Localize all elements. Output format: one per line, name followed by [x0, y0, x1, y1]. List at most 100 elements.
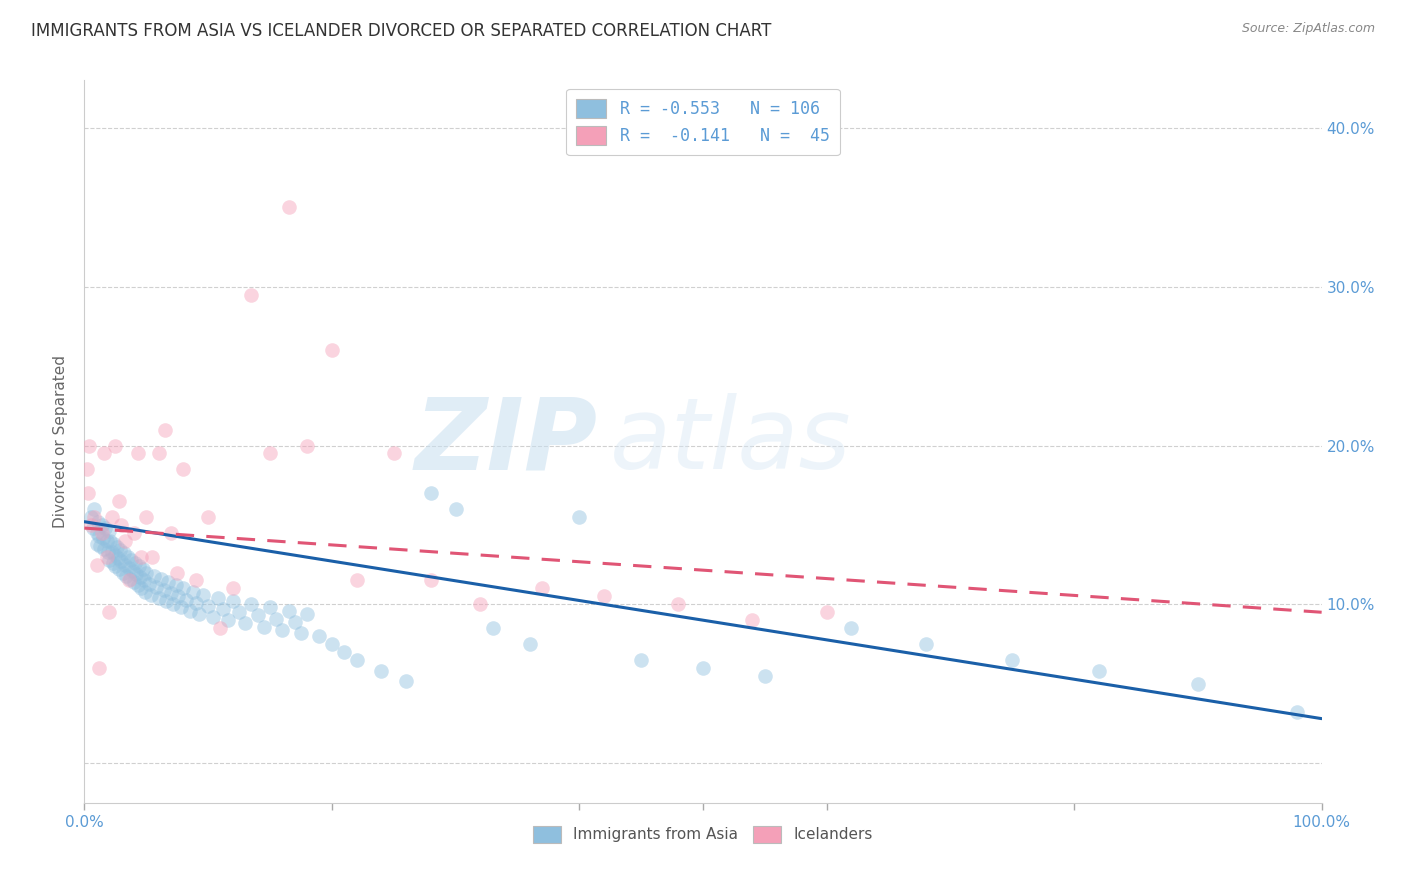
Point: [174, 592, 197, 607]
Point: [170, 600, 193, 615]
Point: [346, 574, 368, 588]
Point: [346, 653, 368, 667]
Point: [240, 597, 263, 611]
Point: [90, 517, 112, 532]
Point: [914, 637, 936, 651]
Point: [115, 568, 138, 582]
Point: [197, 599, 219, 613]
Point: [118, 574, 141, 588]
Point: [131, 562, 153, 576]
Point: [100, 510, 122, 524]
Point: [91, 531, 114, 545]
Point: [83, 510, 105, 524]
Point: [108, 494, 131, 508]
Legend: Immigrants from Asia, Icelanders: Immigrants from Asia, Icelanders: [527, 820, 879, 849]
Point: [97, 545, 120, 559]
Point: [89, 539, 111, 553]
Point: [100, 545, 122, 559]
Point: [321, 343, 343, 358]
Point: [160, 525, 183, 540]
Point: [166, 566, 188, 580]
Point: [94, 521, 117, 535]
Point: [184, 596, 207, 610]
Point: [1187, 676, 1209, 690]
Point: [370, 664, 392, 678]
Point: [209, 621, 232, 635]
Point: [481, 621, 503, 635]
Point: [815, 605, 838, 619]
Point: [141, 549, 163, 564]
Point: [222, 594, 245, 608]
Point: [150, 572, 173, 586]
Point: [83, 502, 105, 516]
Point: [666, 597, 689, 611]
Point: [290, 626, 312, 640]
Point: [93, 446, 115, 460]
Point: [104, 559, 127, 574]
Point: [89, 529, 111, 543]
Point: [172, 582, 194, 596]
Point: [246, 608, 269, 623]
Point: [259, 600, 281, 615]
Point: [217, 613, 239, 627]
Point: [127, 446, 149, 460]
Point: [108, 562, 131, 576]
Point: [87, 515, 110, 529]
Point: [132, 574, 155, 588]
Point: [77, 486, 100, 500]
Point: [222, 582, 245, 596]
Point: [152, 582, 174, 597]
Text: IMMIGRANTS FROM ASIA VS ICELANDER DIVORCED OR SEPARATED CORRELATION CHART: IMMIGRANTS FROM ASIA VS ICELANDER DIVORC…: [31, 22, 772, 40]
Point: [89, 661, 111, 675]
Point: [308, 629, 330, 643]
Point: [103, 537, 125, 551]
Point: [110, 554, 132, 568]
Point: [129, 570, 152, 584]
Point: [112, 547, 135, 561]
Point: [111, 566, 134, 580]
Point: [114, 558, 136, 572]
Point: [419, 486, 441, 500]
Point: [395, 673, 418, 688]
Point: [96, 549, 118, 564]
Point: [110, 543, 132, 558]
Point: [630, 653, 652, 667]
Point: [118, 561, 141, 575]
Point: [122, 525, 145, 540]
Point: [741, 613, 763, 627]
Point: [207, 591, 229, 605]
Point: [191, 588, 214, 602]
Point: [277, 200, 299, 214]
Point: [593, 590, 616, 604]
Point: [79, 438, 101, 452]
Point: [121, 564, 143, 578]
Point: [86, 525, 108, 540]
Point: [90, 525, 112, 540]
Point: [135, 566, 157, 580]
Point: [212, 602, 235, 616]
Point: [117, 549, 139, 564]
Point: [531, 582, 554, 596]
Point: [172, 462, 194, 476]
Point: [114, 533, 136, 548]
Point: [271, 623, 294, 637]
Point: [96, 533, 118, 548]
Point: [253, 619, 276, 633]
Point: [181, 584, 204, 599]
Point: [86, 537, 108, 551]
Point: [128, 559, 150, 574]
Point: [188, 607, 211, 621]
Point: [1001, 653, 1024, 667]
Point: [1088, 664, 1111, 678]
Point: [179, 604, 201, 618]
Point: [519, 637, 541, 651]
Point: [264, 611, 287, 625]
Text: ZIP: ZIP: [415, 393, 598, 490]
Text: atlas: atlas: [610, 393, 852, 490]
Point: [98, 553, 121, 567]
Point: [134, 584, 156, 599]
Point: [120, 572, 142, 586]
Point: [157, 575, 180, 590]
Point: [240, 287, 263, 301]
Point: [79, 517, 101, 532]
